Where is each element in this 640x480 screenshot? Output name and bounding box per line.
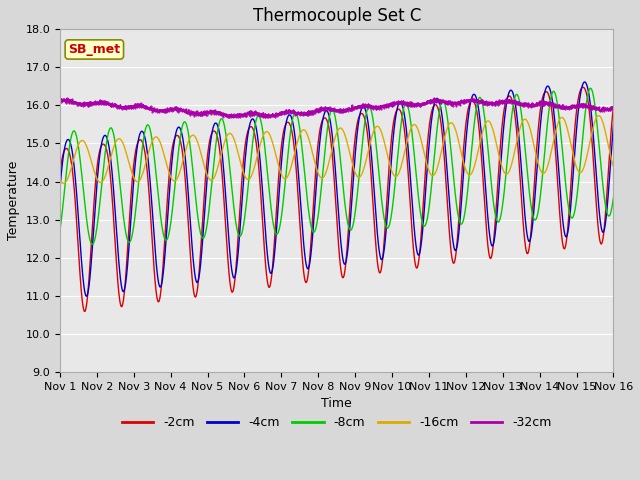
-16cm — [326, 158, 333, 164]
-8cm — [594, 127, 602, 133]
-16cm — [609, 164, 617, 169]
-4cm — [594, 191, 602, 196]
-2cm — [84, 283, 92, 288]
-4cm — [326, 114, 333, 120]
-4cm — [609, 122, 617, 128]
-32cm — [326, 105, 333, 111]
-32cm — [468, 95, 476, 100]
-8cm — [88, 241, 96, 247]
-2cm — [81, 309, 88, 314]
Line: -2cm: -2cm — [60, 87, 613, 312]
-16cm — [60, 180, 67, 186]
-16cm — [595, 113, 603, 119]
-32cm — [84, 103, 92, 108]
-16cm — [492, 139, 500, 145]
-2cm — [56, 170, 64, 176]
Line: -8cm: -8cm — [60, 88, 613, 244]
Line: -32cm: -32cm — [60, 97, 614, 118]
-16cm — [56, 177, 64, 182]
Line: -16cm: -16cm — [60, 116, 613, 183]
-2cm — [579, 84, 587, 90]
-32cm — [609, 106, 617, 112]
Legend: -2cm, -4cm, -8cm, -16cm, -32cm: -2cm, -4cm, -8cm, -16cm, -32cm — [117, 411, 557, 434]
X-axis label: Time: Time — [321, 397, 352, 410]
-2cm — [326, 127, 333, 133]
-4cm — [56, 186, 64, 192]
-8cm — [587, 85, 595, 91]
-16cm — [593, 113, 601, 119]
-8cm — [84, 228, 92, 234]
-16cm — [84, 149, 92, 155]
-4cm — [84, 287, 92, 292]
-2cm — [594, 219, 602, 225]
-32cm — [594, 107, 602, 112]
-8cm — [609, 194, 617, 200]
-8cm — [492, 215, 500, 221]
-2cm — [492, 207, 500, 213]
-32cm — [311, 110, 319, 116]
-8cm — [311, 228, 319, 234]
-4cm — [83, 293, 90, 299]
-4cm — [594, 194, 602, 200]
-8cm — [326, 114, 333, 120]
-2cm — [311, 182, 319, 188]
-4cm — [580, 79, 588, 85]
-2cm — [609, 104, 617, 109]
-32cm — [492, 100, 500, 106]
-16cm — [311, 159, 319, 165]
Y-axis label: Temperature: Temperature — [7, 161, 20, 240]
-4cm — [492, 223, 500, 228]
-32cm — [56, 96, 64, 102]
-16cm — [594, 113, 602, 119]
-2cm — [594, 222, 602, 228]
Line: -4cm: -4cm — [60, 82, 613, 296]
-8cm — [594, 130, 602, 136]
-32cm — [263, 115, 271, 120]
Text: SB_met: SB_met — [68, 43, 120, 56]
-8cm — [56, 227, 64, 233]
-32cm — [594, 106, 602, 111]
Title: Thermocouple Set C: Thermocouple Set C — [253, 7, 421, 25]
-4cm — [311, 205, 319, 211]
